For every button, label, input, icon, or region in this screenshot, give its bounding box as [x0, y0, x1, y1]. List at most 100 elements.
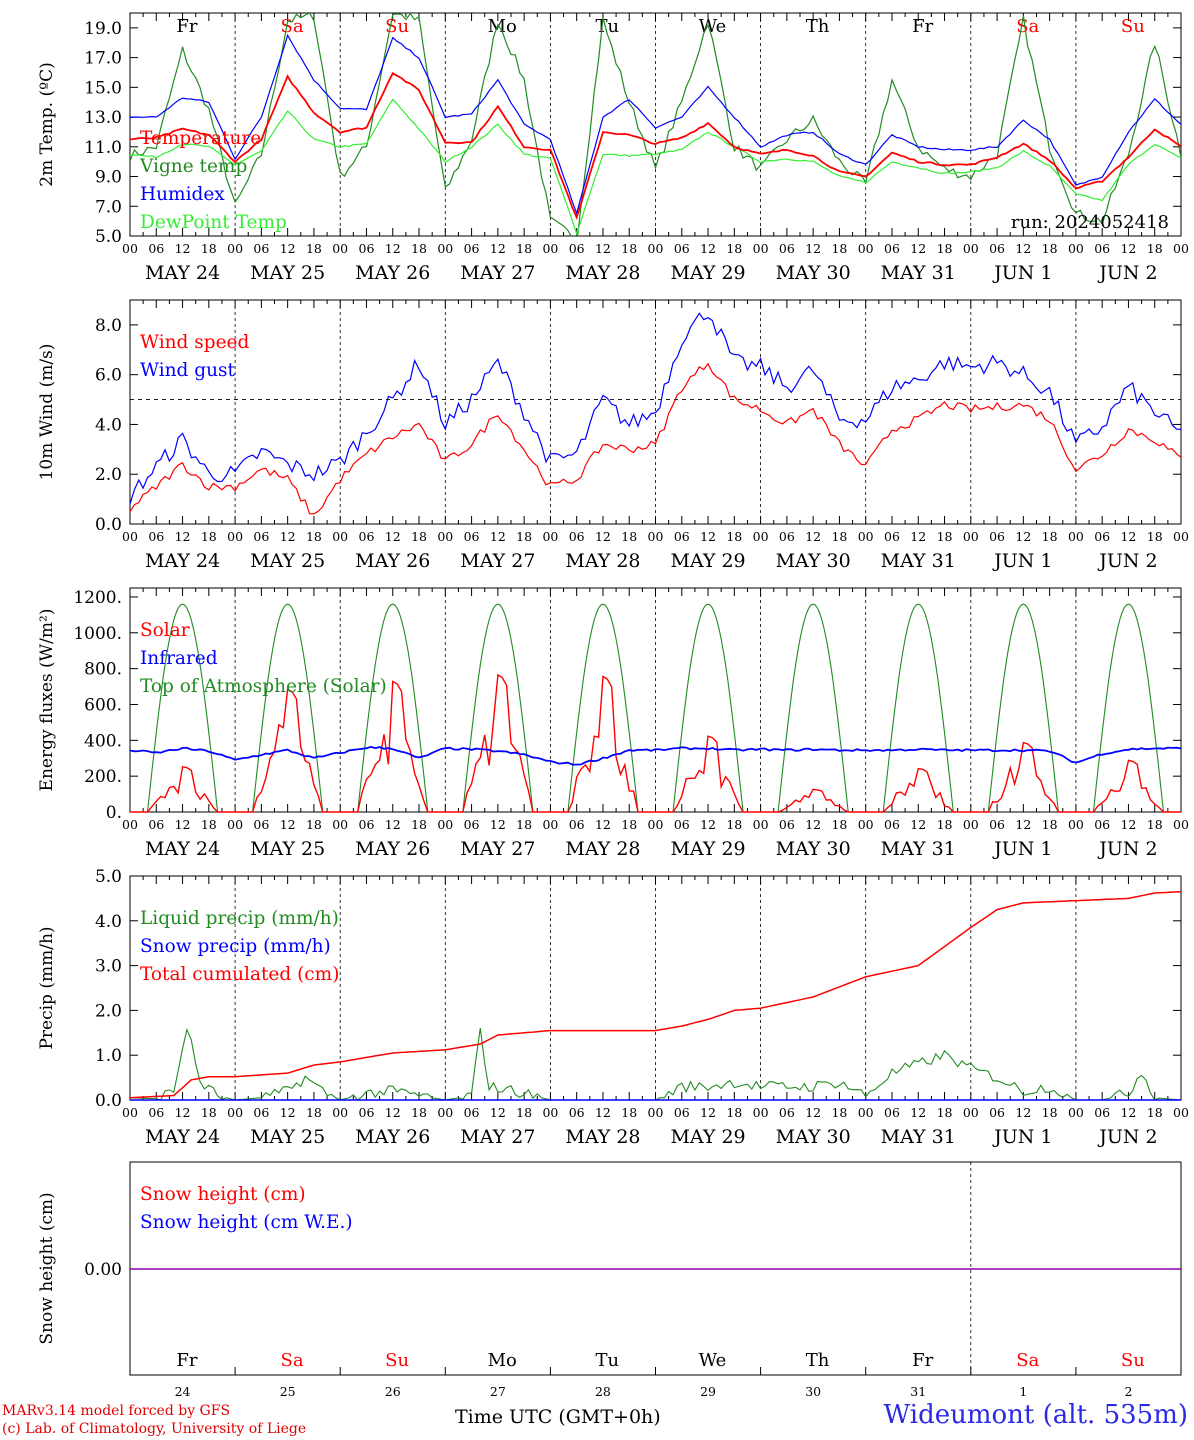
- hour-tick-label: 18: [516, 817, 532, 832]
- hour-tick-label: 00: [227, 1105, 243, 1120]
- hour-tick-label: 00: [963, 1105, 979, 1120]
- date-label: JUN 1: [992, 262, 1052, 284]
- hour-tick-label: 12: [700, 241, 716, 256]
- hour-tick-label: 00: [648, 529, 664, 544]
- date-label: JUN 2: [1097, 1126, 1157, 1148]
- hour-tick-label: 06: [884, 529, 900, 544]
- hour-tick-label: 06: [1094, 817, 1110, 832]
- date-label: MAY 25: [250, 550, 325, 572]
- hour-tick-label: 00: [648, 817, 664, 832]
- hour-tick-label: 06: [989, 1105, 1005, 1120]
- date-label: MAY 31: [881, 1126, 956, 1148]
- date-label: MAY 27: [460, 262, 535, 284]
- y-axis-label: Precip (mm/h): [37, 926, 57, 1049]
- date-label: MAY 30: [776, 838, 851, 860]
- day-name-label: Sa: [280, 1350, 303, 1371]
- legend-entry: Snow height (cm): [140, 1184, 306, 1205]
- hour-tick-label: 18: [201, 1105, 217, 1120]
- y-tick-label: 200.: [84, 767, 122, 787]
- hour-tick-label: 12: [490, 529, 506, 544]
- date-label: MAY 27: [460, 838, 535, 860]
- hour-tick-label: 00: [648, 1105, 664, 1120]
- hour-tick-label: 06: [464, 817, 480, 832]
- series-line-vigne-temp: [130, 13, 1181, 236]
- hour-tick-label: 00: [122, 241, 138, 256]
- series-line-wind-gust: [129, 312, 1182, 505]
- series-line-dewpoint-temp: [130, 98, 1181, 236]
- hour-tick-label: 06: [569, 529, 585, 544]
- hour-tick-label: 12: [1015, 817, 1031, 832]
- hour-tick-label: 00: [753, 817, 769, 832]
- y-tick-label: 800.: [84, 660, 122, 680]
- hour-tick-label: 00: [858, 241, 874, 256]
- hour-tick-label: 18: [937, 817, 953, 832]
- legend-entry: Liquid precip (mm/h): [140, 908, 339, 929]
- hour-tick-label: 12: [595, 817, 611, 832]
- date-label: MAY 31: [881, 838, 956, 860]
- hour-tick-label: 12: [910, 817, 926, 832]
- hour-tick-label: 12: [910, 241, 926, 256]
- day-number-label: 2: [1124, 1384, 1132, 1399]
- hour-tick-label: 12: [280, 1105, 296, 1120]
- hour-tick-label: 12: [490, 241, 506, 256]
- legend-entry: Temperature: [140, 128, 261, 149]
- date-label: MAY 26: [355, 550, 430, 572]
- legend-entry: Humidex: [140, 184, 225, 205]
- hour-tick-label: 12: [385, 817, 401, 832]
- day-number-label: 27: [490, 1384, 506, 1399]
- hour-tick-label: 06: [989, 817, 1005, 832]
- hour-tick-label: 06: [359, 817, 375, 832]
- hour-tick-label: 18: [937, 241, 953, 256]
- series-line-wind-speed: [129, 362, 1182, 515]
- date-label: MAY 26: [355, 838, 430, 860]
- day-name-label: Mo: [488, 16, 517, 37]
- hour-tick-label: 12: [280, 241, 296, 256]
- legend-entry: Wind gust: [140, 360, 235, 381]
- panel-frame: [129, 12, 1182, 237]
- hour-tick-label: 06: [884, 241, 900, 256]
- day-number-label: 1: [1019, 1384, 1027, 1399]
- hour-tick-label: 06: [1094, 529, 1110, 544]
- hour-tick-label: 18: [306, 241, 322, 256]
- hour-tick-label: 06: [884, 817, 900, 832]
- hour-tick-label: 18: [937, 529, 953, 544]
- date-label: MAY 30: [776, 1126, 851, 1148]
- hour-tick-label: 12: [805, 1105, 821, 1120]
- hour-tick-label: 00: [1173, 529, 1189, 544]
- hour-tick-label: 12: [1120, 529, 1136, 544]
- hour-tick-label: 18: [306, 817, 322, 832]
- hour-tick-label: 00: [753, 529, 769, 544]
- hour-tick-label: 12: [1015, 529, 1031, 544]
- date-label: JUN 2: [1097, 262, 1157, 284]
- hour-tick-label: 00: [1173, 241, 1189, 256]
- hour-tick-label: 18: [516, 1105, 532, 1120]
- hour-tick-label: 00: [332, 817, 348, 832]
- date-label: MAY 30: [776, 550, 851, 572]
- legend-entry: Solar: [140, 620, 190, 641]
- hour-tick-label: 06: [779, 529, 795, 544]
- date-label: MAY 25: [250, 838, 325, 860]
- series-line-solar: [130, 673, 1181, 813]
- day-name-label: Mo: [488, 1350, 517, 1371]
- hour-tick-label: 18: [621, 817, 637, 832]
- panel-1: 00 06 12 18 MAY 24 00 06 12 18 MAY 25 00 06 12 18 MAY …: [37, 12, 1189, 284]
- hour-tick-label: 18: [201, 241, 217, 256]
- hour-tick-label: 06: [989, 241, 1005, 256]
- y-tick-label: 5.0: [95, 227, 122, 247]
- hour-tick-label: 00: [227, 529, 243, 544]
- hour-tick-label: 06: [779, 241, 795, 256]
- hour-tick-label: 12: [385, 1105, 401, 1120]
- series-line-infrared: [129, 745, 1182, 766]
- date-label: MAY 29: [670, 838, 745, 860]
- date-label: MAY 28: [565, 550, 640, 572]
- day-name-label: Sa: [1016, 1350, 1039, 1371]
- panel-2: 00 06 12 18 MAY 24 00 06 12 18 MAY 25 00 06 12 18 MAY …: [37, 299, 1189, 572]
- hour-tick-label: 18: [831, 1105, 847, 1120]
- time-axis-label: Time UTC (GMT+0h): [455, 1406, 661, 1428]
- hour-tick-label: 00: [1068, 1105, 1084, 1120]
- hour-tick-label: 12: [1120, 241, 1136, 256]
- hour-tick-label: 06: [884, 1105, 900, 1120]
- y-axis-label: Energy fluxes (W/m²): [37, 609, 57, 792]
- hour-tick-label: 06: [253, 241, 269, 256]
- hour-tick-label: 06: [253, 817, 269, 832]
